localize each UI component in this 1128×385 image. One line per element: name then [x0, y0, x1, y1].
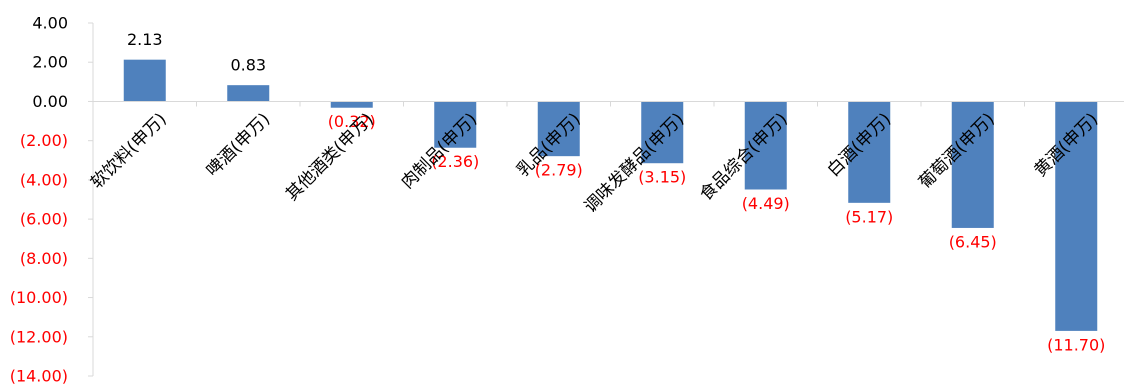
data-label: (5.17) [845, 207, 893, 226]
bar [848, 101, 891, 203]
bar [537, 101, 580, 157]
category-labels: 软饮料(申万) 啤酒(申万) 其他酒类(申万) 肉制品(申万) 乳品(申万)调味发酵品(… [87, 109, 1102, 217]
y-tick-label: (10.00) [10, 288, 68, 307]
y-tick-label: 2.00 [32, 53, 68, 72]
data-label: (2.36) [431, 152, 479, 171]
data-label: (2.79) [535, 161, 583, 180]
y-tick-label: (12.00) [10, 327, 68, 346]
bar [227, 85, 270, 102]
category-label: 软饮料(申万) [87, 109, 171, 193]
bar [1055, 101, 1098, 331]
y-tick-label: (6.00) [20, 210, 68, 229]
data-label: (0.32) [328, 112, 376, 131]
y-tick-label: 4.00 [32, 14, 68, 33]
data-label: 0.83 [230, 56, 266, 75]
bar [951, 101, 994, 228]
data-label: 2.13 [127, 30, 163, 49]
bar [744, 101, 787, 190]
y-axis: 4.00 2.00 0.00 (2.00) (4.00) (6.00) (8.00) (10.… [10, 14, 94, 385]
data-label: (11.70) [1047, 335, 1105, 354]
bar [434, 101, 477, 148]
y-tick-label: (8.00) [20, 249, 68, 268]
y-tick-label: (4.00) [20, 170, 68, 189]
y-tick-label: 0.00 [32, 92, 68, 111]
data-labels: 2.13 0.83 (0.32) (2.36) (2.79) (3.15) (4.49) (5… [127, 30, 1105, 354]
bar [123, 59, 166, 102]
data-label: (4.49) [742, 194, 790, 213]
data-label: (3.15) [638, 168, 686, 187]
bars [123, 59, 1098, 331]
y-tick-label: (14.00) [10, 367, 68, 385]
data-label: (6.45) [949, 232, 997, 251]
x-axis [93, 100, 1124, 107]
y-tick-label: (2.00) [20, 131, 68, 150]
category-label: 啤酒(申万) [203, 109, 275, 181]
bar [641, 101, 684, 164]
bar [330, 101, 373, 108]
